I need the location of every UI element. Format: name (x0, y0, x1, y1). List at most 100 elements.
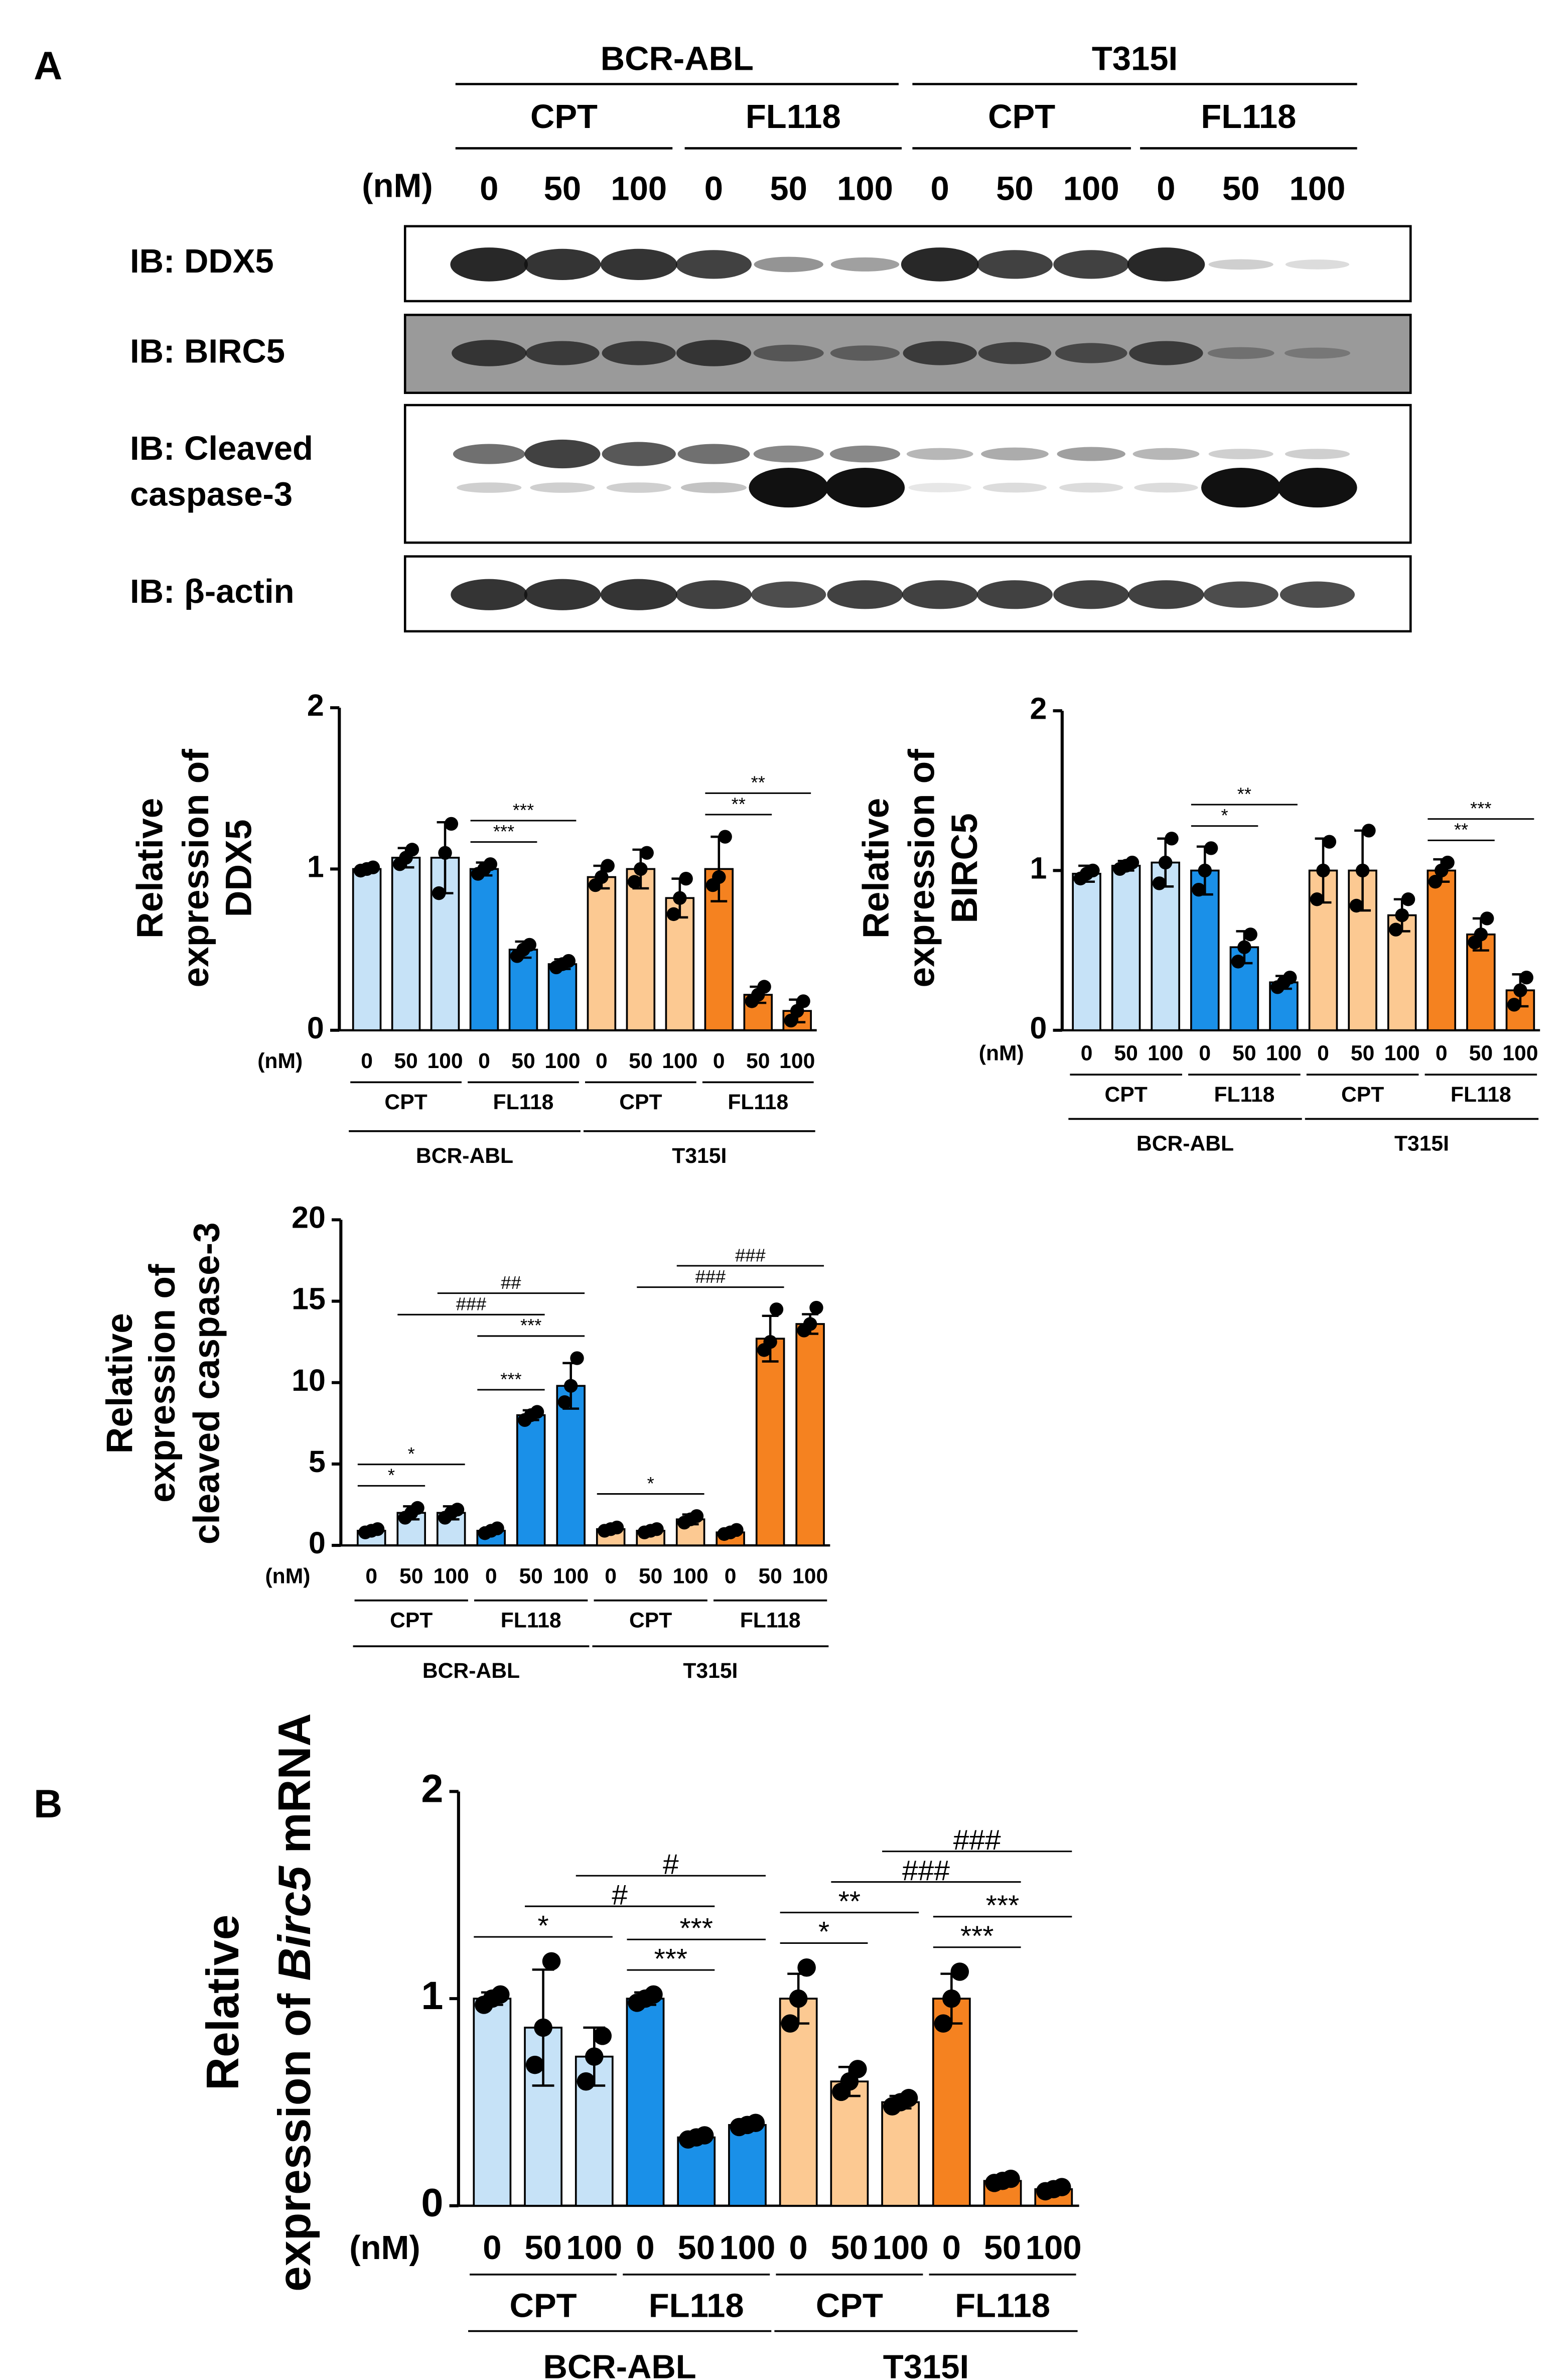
bar (473, 1998, 512, 2207)
y-tick-label: 1 (1030, 851, 1047, 885)
x-tick-label: 0 (1081, 1041, 1093, 1066)
cell-label: BCR-ABL (422, 1659, 520, 1683)
data-point (1192, 882, 1206, 897)
cell-label: BCR-ABL (416, 1144, 513, 1168)
bar (1151, 861, 1180, 1031)
band (452, 340, 527, 366)
x-tick-label: 0 (789, 2229, 808, 2267)
band (1057, 447, 1125, 461)
band (978, 342, 1052, 364)
panel-label: A (34, 43, 62, 88)
significance-label: *** (513, 800, 534, 820)
data-point (695, 2126, 714, 2145)
y-axis-label: Relative (197, 1915, 248, 2090)
y-axis-label-part: mRNA (269, 1713, 320, 1866)
band (453, 444, 525, 464)
bar (587, 876, 617, 1031)
significance-label: *** (500, 1369, 521, 1389)
data-point (1237, 940, 1251, 954)
data-point (809, 1300, 823, 1315)
data-point (673, 891, 687, 905)
x-tick-label: 0 (942, 2229, 961, 2267)
dose-label: 0 (931, 170, 949, 207)
x-tick-label: 100 (427, 1049, 463, 1073)
data-point (366, 860, 380, 874)
row-label: IB: DDX5 (130, 242, 274, 280)
data-point (1389, 922, 1403, 937)
significance-label: ### (735, 1245, 765, 1265)
data-point (1152, 876, 1167, 890)
data-point (1165, 832, 1179, 846)
data-point (1243, 928, 1257, 942)
group-label: CPT (1341, 1083, 1384, 1107)
group-label: CPT (510, 2287, 577, 2325)
x-tick-label: 100 (1148, 1041, 1183, 1066)
band (753, 344, 824, 362)
bar (755, 1338, 785, 1546)
data-point (797, 1958, 816, 1977)
band (901, 247, 979, 282)
data-point (757, 980, 771, 994)
band (524, 439, 601, 469)
cell-line-label: T315I (1092, 40, 1178, 78)
data-point (763, 1335, 777, 1349)
data-point (730, 1523, 744, 1537)
significance-label: *** (493, 821, 514, 842)
data-point (796, 994, 810, 1008)
data-point (712, 870, 726, 884)
bar (795, 1323, 825, 1546)
band (825, 467, 905, 508)
x-tick-label: 0 (1317, 1041, 1329, 1066)
data-point (595, 870, 609, 884)
unit-label: (nM) (979, 1041, 1024, 1066)
data-point (405, 843, 419, 857)
y-axis-label-part: Relative (856, 798, 897, 939)
significance-label: *** (960, 1920, 993, 1952)
y-tick-label: 0 (309, 1526, 326, 1560)
band (600, 579, 677, 610)
data-point (530, 1405, 544, 1419)
significance-label: * (818, 1916, 829, 1948)
band (753, 445, 824, 463)
band (903, 341, 977, 365)
significance-label: ** (1454, 820, 1468, 840)
dose-label: 0 (480, 170, 498, 207)
y-tick-label: 0 (1030, 1011, 1047, 1045)
significance-label: *** (1470, 798, 1491, 819)
cell-label: T315I (1394, 1131, 1449, 1155)
x-tick-label: 50 (394, 1049, 417, 1073)
bar (508, 949, 538, 1031)
y-axis-label-part: expression of (176, 749, 216, 988)
data-point (1362, 824, 1376, 838)
y-tick-label: 0 (421, 2180, 443, 2225)
data-point (370, 1522, 385, 1536)
group-label: FL118 (501, 1609, 561, 1633)
data-point (577, 2072, 596, 2091)
data-point (950, 1962, 969, 1981)
band (606, 482, 671, 493)
bar (932, 1998, 971, 2207)
band (600, 248, 677, 281)
significance-label: # (612, 1879, 628, 1911)
bar (626, 1998, 665, 2207)
data-point (1401, 892, 1415, 906)
y-axis-label: Relative (856, 798, 897, 939)
data-point (1159, 855, 1173, 870)
drug-label: CPT (988, 98, 1055, 136)
significance-label: * (1221, 805, 1228, 826)
y-tick-label: 1 (421, 1973, 443, 2018)
cell-label: T315I (683, 1659, 738, 1683)
data-point (563, 1379, 578, 1393)
dose-label: 50 (544, 170, 582, 207)
y-axis-label: cleaved caspase-3 (187, 1222, 227, 1544)
band (530, 482, 595, 493)
significance-label: ** (838, 1885, 861, 1917)
significance-label: * (647, 1473, 654, 1494)
data-point (640, 846, 654, 860)
data-point (570, 1351, 584, 1365)
y-tick-label: 2 (1030, 691, 1047, 725)
band (1279, 581, 1355, 608)
data-point (769, 1302, 784, 1316)
band (602, 341, 676, 365)
